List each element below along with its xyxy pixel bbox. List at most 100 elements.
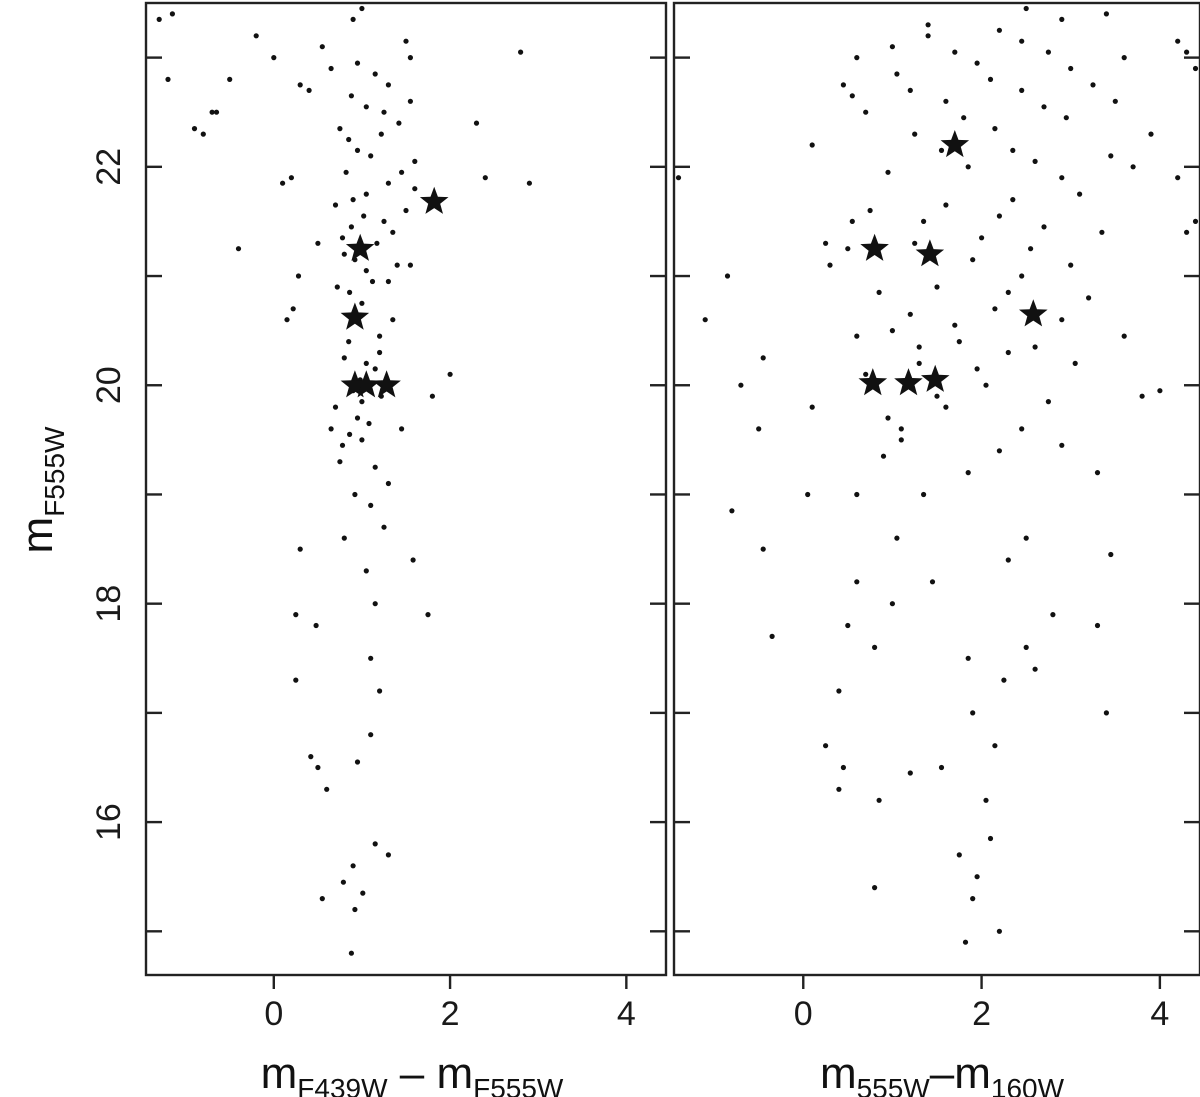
data-point	[227, 76, 233, 82]
star-marker	[372, 370, 401, 398]
data-point	[343, 169, 349, 175]
data-point	[1019, 38, 1025, 44]
data-point	[1005, 349, 1011, 356]
data-point	[235, 246, 242, 252]
data-point	[334, 284, 340, 290]
data-point	[354, 415, 361, 421]
data-point	[372, 464, 378, 470]
data-point	[213, 109, 220, 115]
data-point	[209, 109, 215, 115]
data-point	[880, 453, 887, 459]
data-point	[1001, 677, 1007, 683]
y-tick-label: 20	[90, 366, 128, 404]
data-point	[1192, 218, 1199, 224]
data-point	[385, 480, 391, 487]
data-point	[840, 764, 847, 771]
data-point	[961, 115, 967, 121]
data-point	[912, 240, 918, 246]
data-point	[363, 268, 369, 274]
data-point	[934, 393, 940, 399]
data-point	[907, 311, 913, 317]
data-point	[347, 289, 353, 295]
star-marker	[915, 239, 945, 267]
data-point	[836, 786, 842, 792]
data-point	[974, 60, 980, 66]
panel-right-frame	[672, 1, 1200, 977]
data-point	[352, 491, 358, 498]
data-point	[359, 399, 365, 405]
data-point	[271, 55, 277, 61]
data-point	[956, 852, 962, 858]
data-point	[1175, 38, 1181, 44]
data-point	[390, 229, 396, 235]
data-point	[1041, 224, 1047, 230]
data-point	[297, 546, 303, 552]
data-point	[867, 207, 873, 214]
data-point	[1077, 191, 1083, 197]
data-point	[363, 191, 369, 197]
data-point	[863, 371, 869, 377]
data-point	[970, 257, 976, 263]
data-point	[354, 759, 361, 765]
data-point	[1130, 164, 1136, 170]
data-point	[341, 251, 347, 257]
data-point	[156, 16, 162, 22]
data-point	[889, 601, 896, 607]
x-tick-label: 4	[617, 995, 636, 1033]
data-point	[403, 207, 409, 214]
data-point	[1059, 317, 1065, 323]
data-point	[979, 235, 985, 241]
data-point	[729, 508, 735, 514]
data-point	[425, 612, 431, 618]
data-point	[295, 273, 302, 279]
y-tick-label: 18	[90, 585, 128, 623]
data-point	[1050, 612, 1056, 618]
panel-left: 0 2 4 16 18 20 22	[90, 1, 668, 1033]
panel-right: 0 2 4	[672, 1, 1200, 1033]
data-point	[823, 240, 829, 246]
right-scatter-points	[675, 5, 1199, 945]
data-point	[407, 262, 413, 268]
left-y-ticks: 16 18 20 22	[90, 56, 666, 933]
data-point	[876, 289, 882, 295]
x-tick-label: 0	[794, 995, 813, 1033]
data-point	[992, 306, 998, 312]
data-point	[350, 16, 356, 22]
data-point	[925, 22, 931, 28]
data-point	[849, 93, 855, 99]
data-point	[482, 175, 488, 181]
x-tick-label: 2	[441, 995, 460, 1033]
data-point	[297, 82, 303, 88]
data-point	[974, 874, 980, 880]
data-point	[290, 306, 296, 312]
star-marker	[340, 370, 370, 398]
data-point	[1157, 388, 1163, 394]
data-point	[769, 633, 775, 640]
data-point	[983, 797, 989, 803]
data-point	[1121, 55, 1127, 61]
data-point	[410, 557, 416, 563]
data-point	[1086, 295, 1092, 301]
y-tick-label: 16	[90, 803, 128, 841]
data-point	[1005, 289, 1011, 295]
y-tick-label: 22	[90, 148, 128, 186]
data-point	[996, 928, 1003, 934]
data-point	[350, 197, 356, 203]
data-point	[385, 852, 391, 858]
data-point	[352, 906, 358, 913]
data-point	[854, 579, 860, 585]
data-point	[863, 109, 869, 115]
data-point	[854, 55, 860, 61]
data-point	[854, 491, 860, 498]
data-point	[350, 863, 356, 869]
data-point	[1010, 197, 1016, 203]
data-point	[916, 344, 922, 350]
data-point	[1032, 344, 1038, 350]
data-point	[347, 431, 353, 437]
data-point	[319, 896, 325, 902]
x-tick-label: 4	[1150, 995, 1169, 1033]
data-point	[1059, 16, 1065, 22]
data-point	[921, 491, 927, 498]
data-point	[987, 835, 994, 842]
data-point	[363, 360, 369, 366]
